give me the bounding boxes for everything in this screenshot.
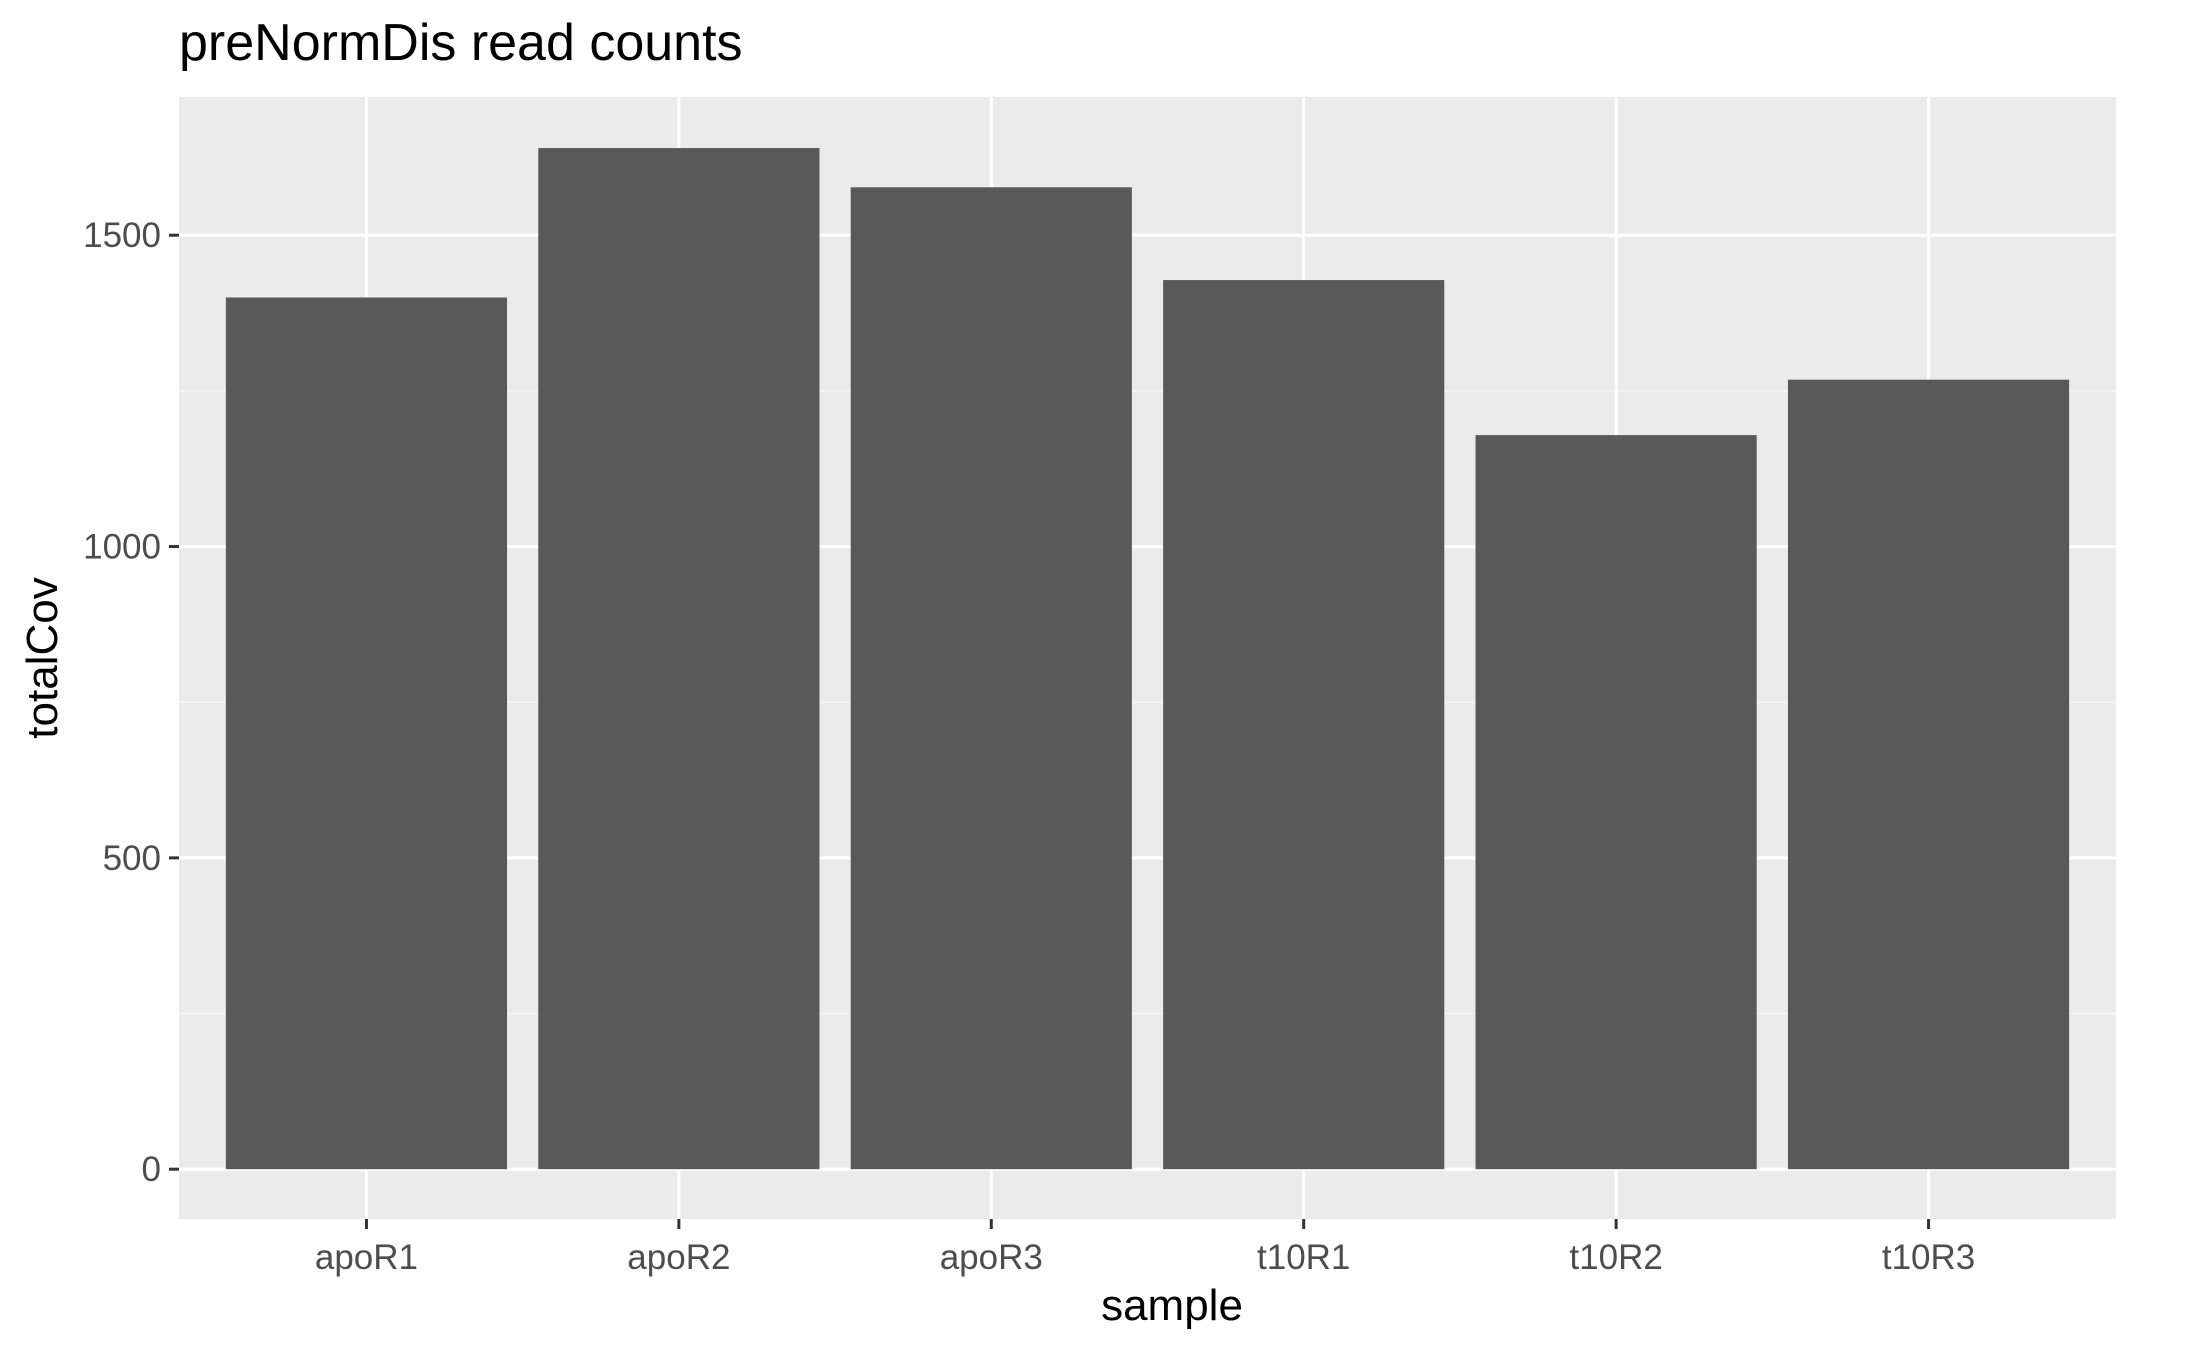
x-tick-label: t10R3	[1882, 1238, 1975, 1277]
x-axis-title: sample	[1101, 1281, 1243, 1330]
y-tick-label: 1000	[83, 528, 161, 567]
bars	[225, 148, 2070, 1170]
chart-title: preNormDis read counts	[179, 14, 743, 72]
bar-apoR3	[850, 187, 1132, 1170]
y-axis: 0 500 1000 1500	[83, 216, 179, 1189]
x-tick-label: apoR3	[940, 1238, 1043, 1277]
x-tick-label: apoR1	[315, 1238, 418, 1277]
bar-apoR1	[225, 297, 508, 1170]
x-tick-label: apoR2	[627, 1238, 730, 1277]
y-tick-label: 1500	[83, 216, 161, 255]
y-tick-label: 500	[103, 839, 161, 878]
y-axis-title: totalCov	[18, 577, 67, 738]
bar-t10R2	[1475, 435, 1757, 1170]
bar-t10R3	[1787, 379, 2070, 1170]
x-axis: apoR1 apoR2 apoR3 t10R1 t10R2 t10R3	[315, 1219, 1975, 1277]
bar-t10R1	[1163, 280, 1445, 1170]
x-tick-label: t10R2	[1569, 1238, 1662, 1277]
bar-apoR2	[538, 148, 820, 1170]
x-tick-label: t10R1	[1257, 1238, 1350, 1277]
y-tick-label: 0	[142, 1150, 161, 1189]
